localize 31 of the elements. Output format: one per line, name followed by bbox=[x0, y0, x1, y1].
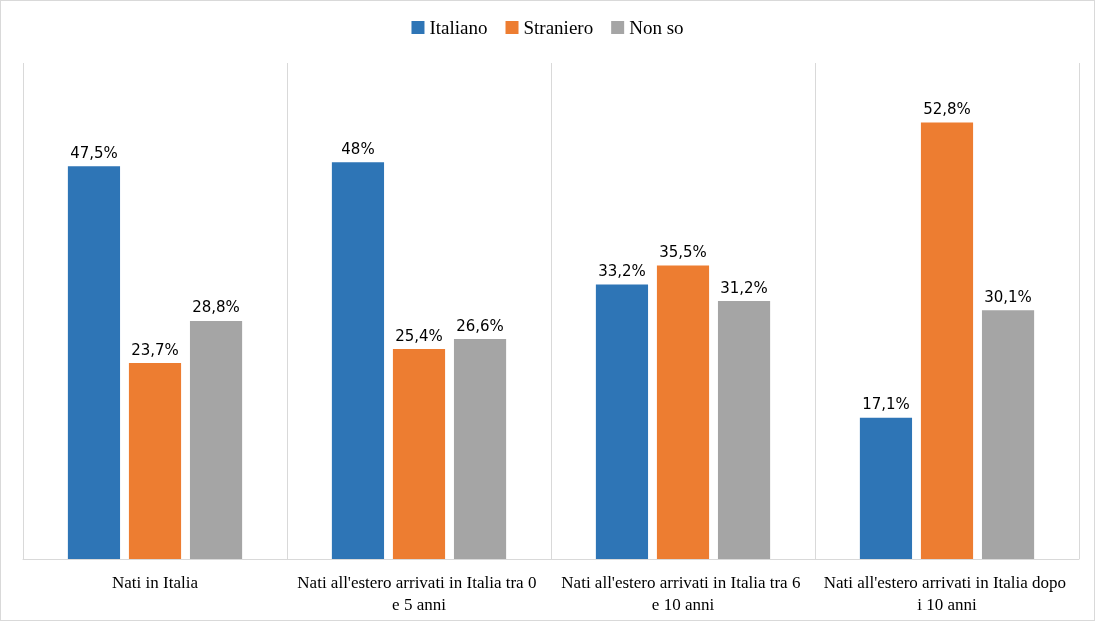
bar bbox=[189, 320, 243, 559]
bar bbox=[595, 284, 649, 559]
data-label: 47,5% bbox=[70, 143, 118, 162]
data-label: 33,2% bbox=[598, 262, 646, 281]
data-label: 28,8% bbox=[192, 298, 240, 317]
data-label: 17,1% bbox=[862, 395, 910, 414]
data-label: 25,4% bbox=[395, 326, 443, 345]
bar bbox=[717, 301, 771, 559]
data-label: 48% bbox=[341, 139, 375, 158]
bar bbox=[392, 349, 446, 559]
bar bbox=[920, 122, 974, 559]
bar bbox=[981, 310, 1035, 559]
data-label: 35,5% bbox=[659, 243, 707, 262]
data-label: 31,2% bbox=[720, 278, 768, 297]
bar bbox=[67, 166, 121, 559]
x-tick-label: Nati in Italia bbox=[112, 572, 199, 592]
x-tick-label: Nati all'estero arrivati in Italia dopo i 10 anni bbox=[823, 572, 1071, 614]
bar bbox=[656, 265, 710, 559]
data-label: 30,1% bbox=[984, 287, 1032, 306]
legend-label: Straniero bbox=[523, 17, 594, 38]
data-label: 23,7% bbox=[131, 340, 179, 359]
data-label: 26,6% bbox=[456, 316, 504, 335]
x-tick-label: Nati all'estero arrivati in Italia tra 6 e 10 anni bbox=[561, 572, 805, 614]
legend-label: Non so bbox=[629, 17, 684, 38]
bar bbox=[128, 363, 182, 559]
legend-label: Italiano bbox=[429, 17, 488, 38]
data-label: 52,8% bbox=[923, 100, 971, 119]
x-tick-label: Nati all'estero arrivati in Italia tra 0 e 5 anni bbox=[297, 572, 541, 614]
bar bbox=[453, 339, 507, 559]
bar bbox=[859, 417, 913, 559]
bar bbox=[331, 162, 385, 559]
